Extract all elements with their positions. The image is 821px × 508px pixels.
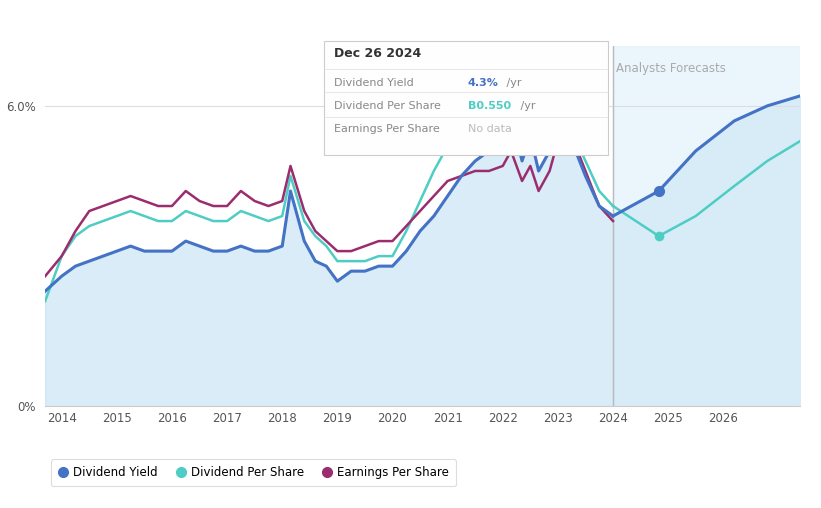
Text: Earnings Per Share: Earnings Per Share bbox=[334, 124, 440, 134]
Text: Dividend Yield: Dividend Yield bbox=[334, 78, 414, 88]
Text: 4.3%: 4.3% bbox=[468, 78, 499, 88]
Text: Analysts Forecasts: Analysts Forecasts bbox=[617, 62, 727, 75]
Text: /yr: /yr bbox=[517, 101, 536, 111]
Bar bbox=[613, 46, 800, 406]
Text: Dividend Per Share: Dividend Per Share bbox=[334, 101, 441, 111]
Text: B0.550: B0.550 bbox=[468, 101, 511, 111]
Text: /yr: /yr bbox=[503, 78, 522, 88]
Text: No data: No data bbox=[468, 124, 511, 134]
Text: Dec 26 2024: Dec 26 2024 bbox=[334, 47, 421, 60]
Legend: Dividend Yield, Dividend Per Share, Earnings Per Share: Dividend Yield, Dividend Per Share, Earn… bbox=[51, 459, 456, 486]
Text: Past: Past bbox=[585, 62, 610, 75]
